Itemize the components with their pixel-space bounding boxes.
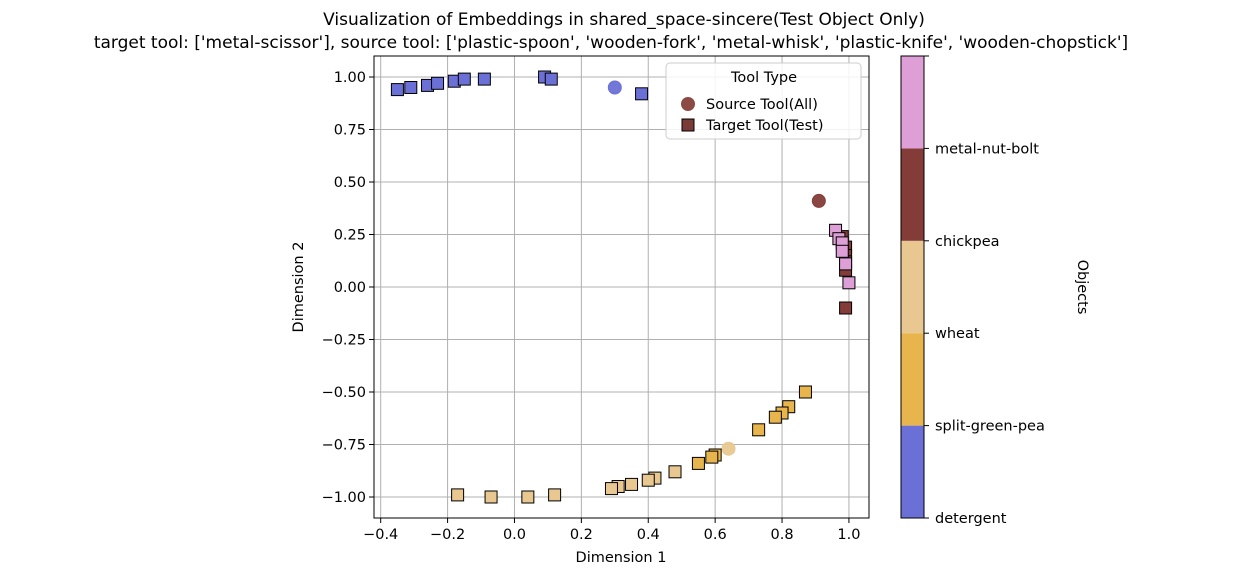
legend-label-source: Source Tool(All) — [706, 97, 818, 113]
y-tick-label: −0.50 — [322, 385, 366, 401]
x-tick-label: 0.2 — [570, 527, 593, 543]
legend: Tool Type Source Tool(All) Target Tool(T… — [665, 62, 862, 140]
source-point — [721, 441, 736, 456]
target-point — [521, 490, 535, 504]
target-point — [451, 488, 465, 502]
y-tick-label: 0.25 — [334, 228, 366, 244]
target-point — [604, 482, 618, 496]
x-tick-label: 0.0 — [503, 527, 526, 543]
target-point — [752, 423, 766, 437]
y-tick-label: 0.00 — [334, 280, 366, 296]
target-point — [705, 450, 719, 464]
legend-title: Tool Type — [730, 70, 797, 86]
x-axis-label: Dimension 1 — [576, 550, 667, 566]
target-point — [842, 276, 856, 290]
target-point — [835, 244, 849, 258]
target-point — [477, 72, 491, 86]
colorbar-tick-label: split-green-pea — [935, 419, 1045, 435]
chart-subtitle: target tool: ['metal-scissor'], source t… — [94, 33, 1128, 53]
x-tick-label: 0.8 — [771, 527, 794, 543]
target-point — [431, 76, 445, 90]
target-point — [457, 72, 471, 86]
x-tick-label: −0.2 — [430, 527, 465, 543]
legend-box — [665, 62, 862, 140]
colorbar-frame — [900, 55, 925, 519]
legend-marker-source — [681, 97, 695, 111]
target-point — [691, 456, 705, 470]
chart-title: Visualization of Embeddings in shared_sp… — [323, 10, 925, 30]
x-axis-ticks: −0.4 −0.2 0.0 0.2 0.4 0.6 0.8 1.0 — [363, 518, 860, 543]
target-point — [544, 72, 558, 86]
x-tick-label: 0.4 — [637, 527, 660, 543]
target-point — [404, 81, 418, 94]
y-tick-label: −1.00 — [322, 490, 366, 506]
y-tick-label: −0.25 — [322, 333, 366, 349]
target-point — [484, 490, 498, 504]
y-tick-label: 1.00 — [334, 70, 366, 86]
target-point — [768, 410, 782, 424]
colorbar-segment-wheat — [901, 240, 924, 334]
target-point — [839, 257, 853, 271]
target-point — [625, 477, 639, 491]
target-point — [839, 301, 853, 315]
colorbar-tick-label: metal-nut-bolt — [935, 141, 1039, 157]
target-point — [390, 83, 404, 97]
x-tick-label: 1.0 — [837, 527, 860, 543]
x-tick-label: −0.4 — [363, 527, 398, 543]
colorbar-tick-label: chickpea — [935, 234, 1000, 250]
source-point — [607, 80, 622, 95]
data-points — [390, 70, 856, 504]
colorbar-segment-chickpea — [901, 148, 924, 241]
target-point — [548, 488, 562, 502]
target-point — [668, 465, 682, 479]
y-tick-label: 0.50 — [334, 175, 366, 191]
target-point — [798, 385, 812, 399]
colorbar-tick-label: wheat — [935, 326, 980, 342]
target-point — [641, 473, 655, 487]
colorbar-segment-detergent — [901, 425, 924, 518]
colorbar-tick-label: detergent — [935, 511, 1007, 527]
colorbar-segment-metal-nut-bolt — [901, 56, 924, 149]
colorbar-segment-split-green-pea — [901, 333, 924, 426]
legend-marker-target — [681, 118, 695, 132]
colorbar-label: Objects — [1074, 260, 1090, 315]
y-tick-label: 0.75 — [334, 123, 366, 139]
y-axis-ticks: 1.00 0.75 0.50 0.25 0.00 −0.25 −0.50 −0.75 −1.00 — [322, 70, 374, 506]
source-point — [811, 193, 826, 208]
target-point — [635, 87, 649, 101]
y-axis-label: Dimension 2 — [291, 242, 307, 333]
legend-label-target: Target Tool(Test) — [705, 118, 824, 134]
y-tick-label: −0.75 — [322, 438, 366, 454]
x-tick-label: 0.6 — [704, 527, 727, 543]
colorbar: detergent split-green-pea wheat chickpea met… — [900, 55, 1045, 527]
